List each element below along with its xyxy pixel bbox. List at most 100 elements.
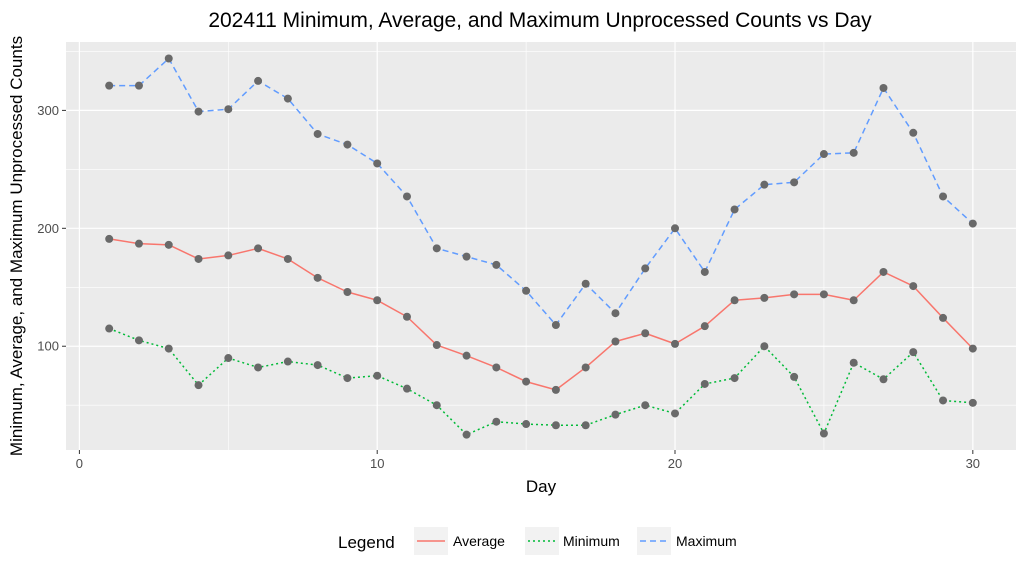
data-point-average	[968, 344, 977, 353]
data-point-average	[283, 254, 292, 263]
series-line-maximum	[109, 57, 974, 326]
data-point-maximum	[313, 129, 322, 138]
data-point-maximum	[581, 279, 590, 288]
data-point-maximum	[432, 244, 441, 253]
data-point-minimum	[760, 342, 769, 351]
data-point-maximum	[909, 128, 918, 137]
data-point-minimum	[700, 379, 709, 388]
data-point-average	[819, 290, 828, 299]
data-points	[105, 54, 977, 439]
data-point-average	[641, 329, 650, 338]
x-tick-label: 20	[668, 456, 682, 471]
data-point-minimum	[968, 398, 977, 407]
y-tick-label: 200	[37, 221, 59, 236]
data-point-average	[432, 341, 441, 350]
y-axis-title: Minimum, Average, and Maximum Unprocesse…	[7, 36, 26, 456]
data-point-minimum	[492, 417, 501, 426]
data-point-maximum	[551, 321, 560, 330]
data-point-maximum	[283, 94, 292, 103]
data-point-maximum	[879, 83, 888, 92]
data-point-maximum	[641, 264, 650, 273]
data-point-maximum	[939, 192, 948, 201]
major-gridlines	[66, 42, 1016, 450]
chart-title: 202411 Minimum, Average, and Maximum Unp…	[208, 9, 872, 32]
data-point-average	[194, 254, 203, 263]
data-point-minimum	[402, 384, 411, 393]
data-point-average	[939, 313, 948, 322]
y-tick-label: 300	[37, 103, 59, 118]
data-point-minimum	[283, 357, 292, 366]
data-point-minimum	[522, 420, 531, 429]
data-point-minimum	[551, 421, 560, 430]
data-point-minimum	[939, 396, 948, 405]
data-point-maximum	[790, 178, 799, 187]
data-point-average	[313, 273, 322, 282]
legend-label-maximum: Maximum	[676, 533, 737, 549]
data-point-average	[105, 234, 114, 243]
data-point-minimum	[105, 324, 114, 333]
legend: Legend Average Minimum Maximum	[338, 527, 737, 555]
data-point-average	[551, 385, 560, 394]
x-tick-label: 10	[370, 456, 384, 471]
data-point-minimum	[254, 363, 263, 372]
series-lines	[108, 57, 974, 436]
data-point-maximum	[730, 205, 739, 214]
data-point-minimum	[134, 336, 143, 345]
data-point-minimum	[462, 430, 471, 439]
data-point-average	[909, 282, 918, 291]
series-line-minimum	[108, 327, 973, 436]
data-point-average	[402, 312, 411, 321]
data-point-minimum	[313, 361, 322, 370]
data-point-average	[373, 296, 382, 305]
data-point-maximum	[671, 224, 680, 233]
legend-title: Legend	[338, 533, 395, 552]
data-point-minimum	[819, 429, 828, 438]
legend-label-average: Average	[453, 533, 505, 549]
x-tick-label: 30	[966, 456, 980, 471]
data-point-minimum	[194, 381, 203, 390]
data-point-maximum	[224, 105, 233, 114]
data-point-minimum	[909, 348, 918, 357]
data-point-average	[462, 351, 471, 360]
series-line-average	[109, 238, 974, 391]
data-point-minimum	[373, 371, 382, 380]
data-point-average	[849, 296, 858, 305]
data-point-maximum	[849, 148, 858, 157]
data-point-average	[700, 322, 709, 331]
data-point-average	[164, 240, 173, 249]
data-point-maximum	[522, 286, 531, 295]
data-point-maximum	[611, 309, 620, 318]
x-tick-label: 0	[76, 456, 83, 471]
data-point-maximum	[343, 140, 352, 149]
data-point-average	[730, 296, 739, 305]
data-point-minimum	[671, 409, 680, 418]
data-point-average	[492, 363, 501, 372]
data-point-average	[224, 251, 233, 260]
data-point-average	[134, 239, 143, 248]
data-point-minimum	[879, 375, 888, 384]
data-point-average	[790, 290, 799, 299]
legend-label-minimum: Minimum	[563, 533, 620, 549]
x-axis-ticks: 0 10 20 30	[76, 450, 980, 471]
data-point-minimum	[164, 344, 173, 353]
data-point-minimum	[432, 401, 441, 410]
data-point-maximum	[402, 192, 411, 201]
data-point-maximum	[134, 81, 143, 90]
data-point-minimum	[611, 410, 620, 419]
data-point-maximum	[819, 150, 828, 159]
data-point-minimum	[641, 401, 650, 410]
y-axis-ticks: 100 200 300	[37, 103, 66, 354]
data-point-maximum	[194, 107, 203, 116]
data-point-maximum	[373, 159, 382, 168]
data-point-average	[611, 337, 620, 346]
data-point-minimum	[790, 372, 799, 381]
data-point-average	[671, 339, 680, 348]
data-point-maximum	[968, 219, 977, 228]
data-point-maximum	[492, 260, 501, 269]
data-point-minimum	[730, 374, 739, 383]
data-point-average	[522, 377, 531, 386]
plot-panel	[66, 42, 1016, 450]
data-point-average	[760, 293, 769, 302]
data-point-average	[254, 244, 263, 253]
data-point-average	[581, 363, 590, 372]
